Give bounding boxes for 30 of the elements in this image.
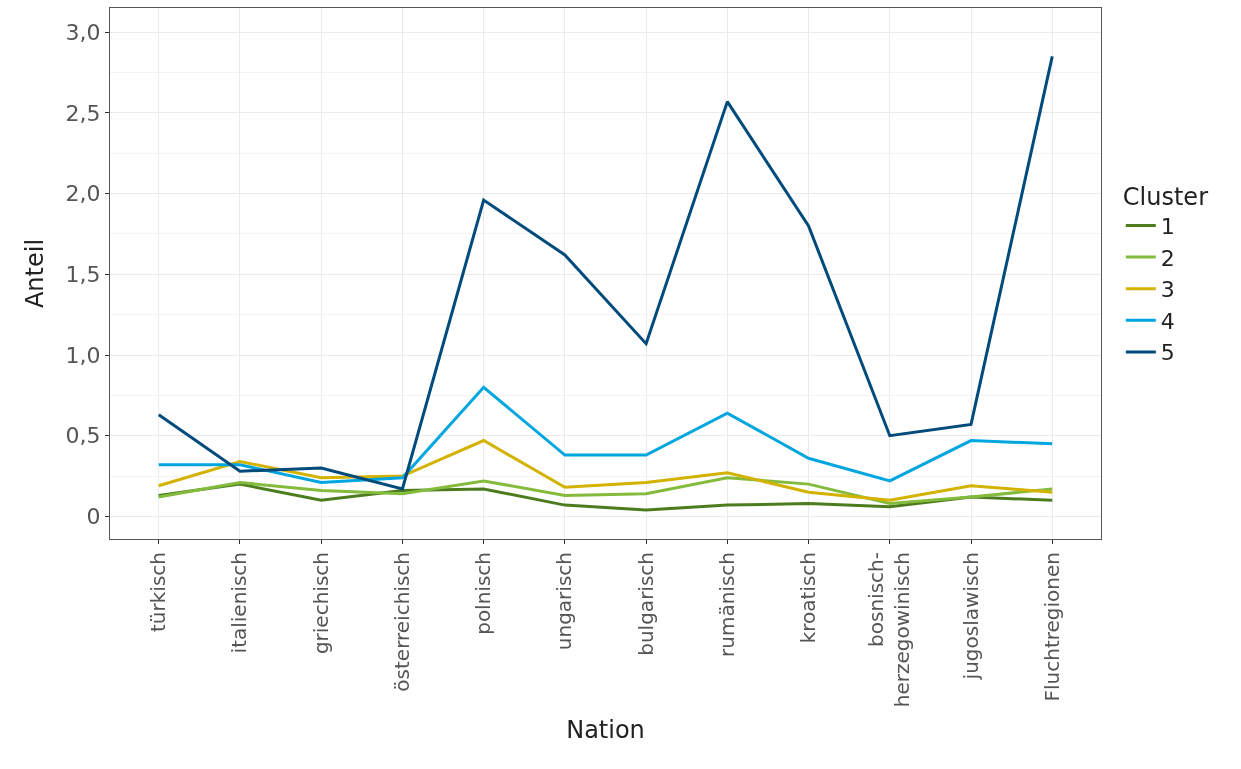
legend-label: 5 bbox=[1160, 340, 1175, 366]
line-series bbox=[157, 54, 1054, 491]
y-tick-label: 0,5 bbox=[65, 423, 101, 449]
line-series bbox=[157, 385, 1054, 485]
line-series bbox=[157, 439, 1054, 502]
x-tick-label: ungarisch bbox=[552, 552, 577, 651]
x-tick-label: bulgarisch bbox=[633, 552, 658, 656]
x-tick-label: österreichisch bbox=[389, 552, 414, 692]
x-tick-label: rumänisch bbox=[714, 552, 739, 657]
y-tick-label: 3,0 bbox=[65, 19, 101, 45]
y-tick-label: 2,5 bbox=[65, 100, 101, 126]
line-series bbox=[157, 476, 1054, 505]
legend-label: 3 bbox=[1160, 277, 1175, 303]
x-tick-label: kroatisch bbox=[796, 552, 821, 644]
legend-title: Cluster bbox=[1122, 182, 1209, 211]
x-tick-label: jugoslawisch bbox=[958, 552, 983, 681]
legend-label: 1 bbox=[1160, 214, 1175, 240]
x-tick-label: polnisch bbox=[471, 552, 496, 635]
x-tick-label: griechisch bbox=[308, 552, 333, 655]
x-tick-label: italienisch bbox=[227, 552, 252, 654]
y-tick-label: 1,0 bbox=[65, 342, 101, 368]
y-tick-label: 2,0 bbox=[65, 181, 101, 207]
x-tick-label: Fluchtregionen bbox=[1039, 552, 1064, 702]
y-tick-label: 1,5 bbox=[65, 262, 101, 288]
x-axis-title: Nation bbox=[566, 716, 645, 745]
y-axis-title: Anteil bbox=[20, 238, 49, 309]
x-tick-label: türkisch bbox=[146, 552, 171, 632]
legend-label: 4 bbox=[1160, 308, 1175, 334]
y-tick-label: 0 bbox=[86, 504, 101, 530]
legend-label: 2 bbox=[1160, 245, 1175, 271]
